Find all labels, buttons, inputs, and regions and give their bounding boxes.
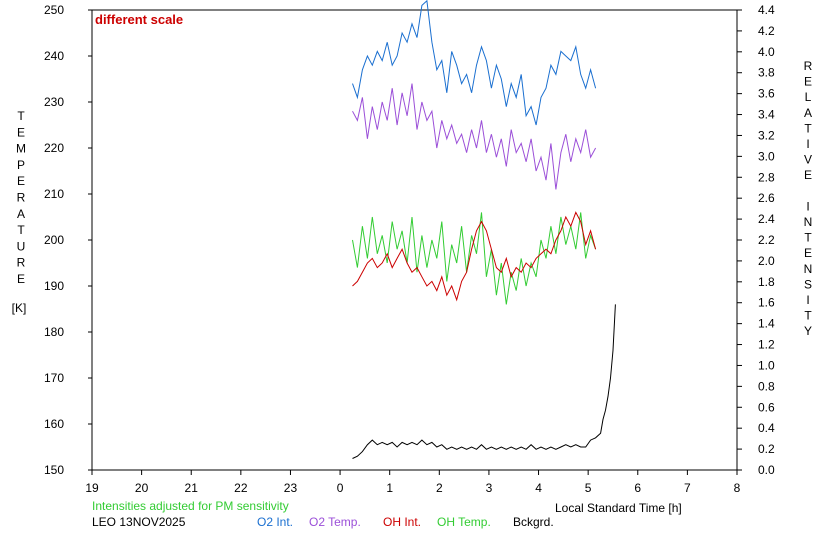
x-tick-label: 7 [684, 481, 691, 495]
left-axis-title-letter: P [17, 158, 25, 172]
axes-group: 19 20 21 22 23 0 1 2 3 4 5 6 7 8150160170180190200210… [44, 3, 775, 495]
y-right-tick-label: 2.8 [758, 170, 775, 184]
y-right-tick-label: 2.6 [758, 191, 775, 205]
y-right-tick-label: 1.4 [758, 317, 775, 331]
station-date-text: LEO 13NOV2025 [92, 515, 186, 529]
y-right-tick-label: 3.6 [758, 87, 775, 101]
left-axis-title-letter: T [17, 109, 25, 123]
x-tick-label: 0 [337, 481, 344, 495]
x-tick-label: 5 [585, 481, 592, 495]
right-axis-title-letter: N [804, 215, 813, 229]
legend: O2 Int. O2 Temp. OH Int. OH Temp. Bckgrd. [257, 515, 554, 529]
y-left-tick-label: 210 [44, 187, 64, 201]
x-tick-label: 4 [535, 481, 542, 495]
right-axis-title-letter: S [804, 277, 812, 291]
series-line-oh-temp [352, 212, 597, 305]
y-left-tick-label: 150 [44, 463, 64, 477]
y-right-tick-label: 3.8 [758, 66, 775, 80]
y-left-tick-label: 170 [44, 371, 64, 385]
y-right-tick-label: 0.0 [758, 463, 775, 477]
right-axis-title-letter: A [804, 106, 812, 120]
y-right-tick-label: 2.0 [758, 254, 775, 268]
y-right-tick-label: 2.4 [758, 212, 775, 226]
left-axis-title-letter: T [17, 223, 25, 237]
series-line-oh-int [352, 211, 597, 302]
y-left-tick-label: 250 [44, 3, 64, 17]
y-left-tick-label: 200 [44, 233, 64, 247]
left-axis-title-letter: E [17, 174, 25, 188]
y-left-tick-label: 160 [44, 417, 64, 431]
x-tick-label: 8 [734, 481, 741, 495]
legend-item-o2-temp: O2 Temp. [309, 515, 361, 529]
right-axis-title-letter: I [806, 199, 809, 213]
y-right-tick-label: 0.4 [758, 421, 775, 435]
right-axis-title-letter: E [804, 168, 812, 182]
y-right-tick-label: 1.6 [758, 296, 775, 310]
y-right-tick-label: 4.0 [758, 45, 775, 59]
series-layer [352, 0, 616, 459]
left-axis-title-letter: E [17, 125, 25, 139]
right-axis-title-letter: I [806, 137, 809, 151]
left-axis-title-letter: A [17, 207, 25, 221]
series-line-bckgrd [352, 304, 616, 459]
x-tick-label: 6 [634, 481, 641, 495]
legend-item-oh-temp: OH Temp. [437, 515, 491, 529]
y-right-tick-label: 2.2 [758, 233, 775, 247]
y-left-tick-label: 180 [44, 325, 64, 339]
y-right-tick-label: 0.2 [758, 442, 775, 456]
legend-item-oh-int: OH Int. [383, 515, 421, 529]
right-axis-title-letter: V [804, 153, 812, 167]
y-left-tick-label: 240 [44, 49, 64, 63]
y-right-tick-label: 1.2 [758, 338, 775, 352]
x-tick-label: 2 [436, 481, 443, 495]
y-right-tick-label: 0.6 [758, 400, 775, 414]
y-right-tick-label: 3.2 [758, 128, 775, 142]
y-right-tick-label: 1.0 [758, 358, 775, 372]
left-axis-title-letter: U [17, 239, 26, 253]
legend-item-bckgrd: Bckgrd. [513, 515, 554, 529]
right-axis-title-letter: Y [804, 324, 812, 338]
footnote-text: Intensities adjusted for PM sensitivity [92, 499, 289, 513]
x-tick-label: 21 [185, 481, 199, 495]
right-axis-title-letter: T [804, 121, 812, 135]
y-right-tick-label: 3.0 [758, 149, 775, 163]
right-axis-title-letter: N [804, 262, 813, 276]
series-line-o2-int [352, 0, 597, 126]
right-axis-title-letter: I [806, 293, 809, 307]
x-tick-label: 20 [135, 481, 149, 495]
y-right-tick-label: 4.4 [758, 3, 775, 17]
right-axis-title-letter: E [804, 75, 812, 89]
left-axis-unit: [K] [12, 301, 27, 315]
left-axis-title-letter: E [17, 272, 25, 286]
y-right-tick-label: 4.2 [758, 24, 775, 38]
x-tick-label: 23 [284, 481, 298, 495]
right-axis-title-letter: T [804, 231, 812, 245]
series-line-o2-temp [352, 83, 597, 190]
y-right-tick-label: 0.8 [758, 379, 775, 393]
right-axis-title-letter: L [805, 90, 812, 104]
y-left-tick-label: 190 [44, 279, 64, 293]
x-tick-label: 3 [486, 481, 493, 495]
right-axis-title-letter: T [804, 309, 812, 323]
right-axis-title-letter: R [804, 59, 813, 73]
left-axis-title-letter: M [16, 142, 26, 156]
left-axis-title-letter: R [17, 191, 26, 205]
y-right-tick-label: 3.4 [758, 108, 775, 122]
x-axis-label: Local Standard Time [h] [555, 501, 682, 515]
right-axis-title-letter: E [804, 246, 812, 260]
x-tick-label: 19 [85, 481, 99, 495]
y-left-tick-label: 230 [44, 95, 64, 109]
x-tick-label: 1 [386, 481, 393, 495]
legend-item-o2-int: O2 Int. [257, 515, 293, 529]
left-axis-title-letter: R [17, 256, 26, 270]
y-right-tick-label: 1.8 [758, 275, 775, 289]
chart-note: different scale [95, 12, 183, 27]
y-left-tick-label: 220 [44, 141, 64, 155]
x-tick-label: 22 [234, 481, 248, 495]
